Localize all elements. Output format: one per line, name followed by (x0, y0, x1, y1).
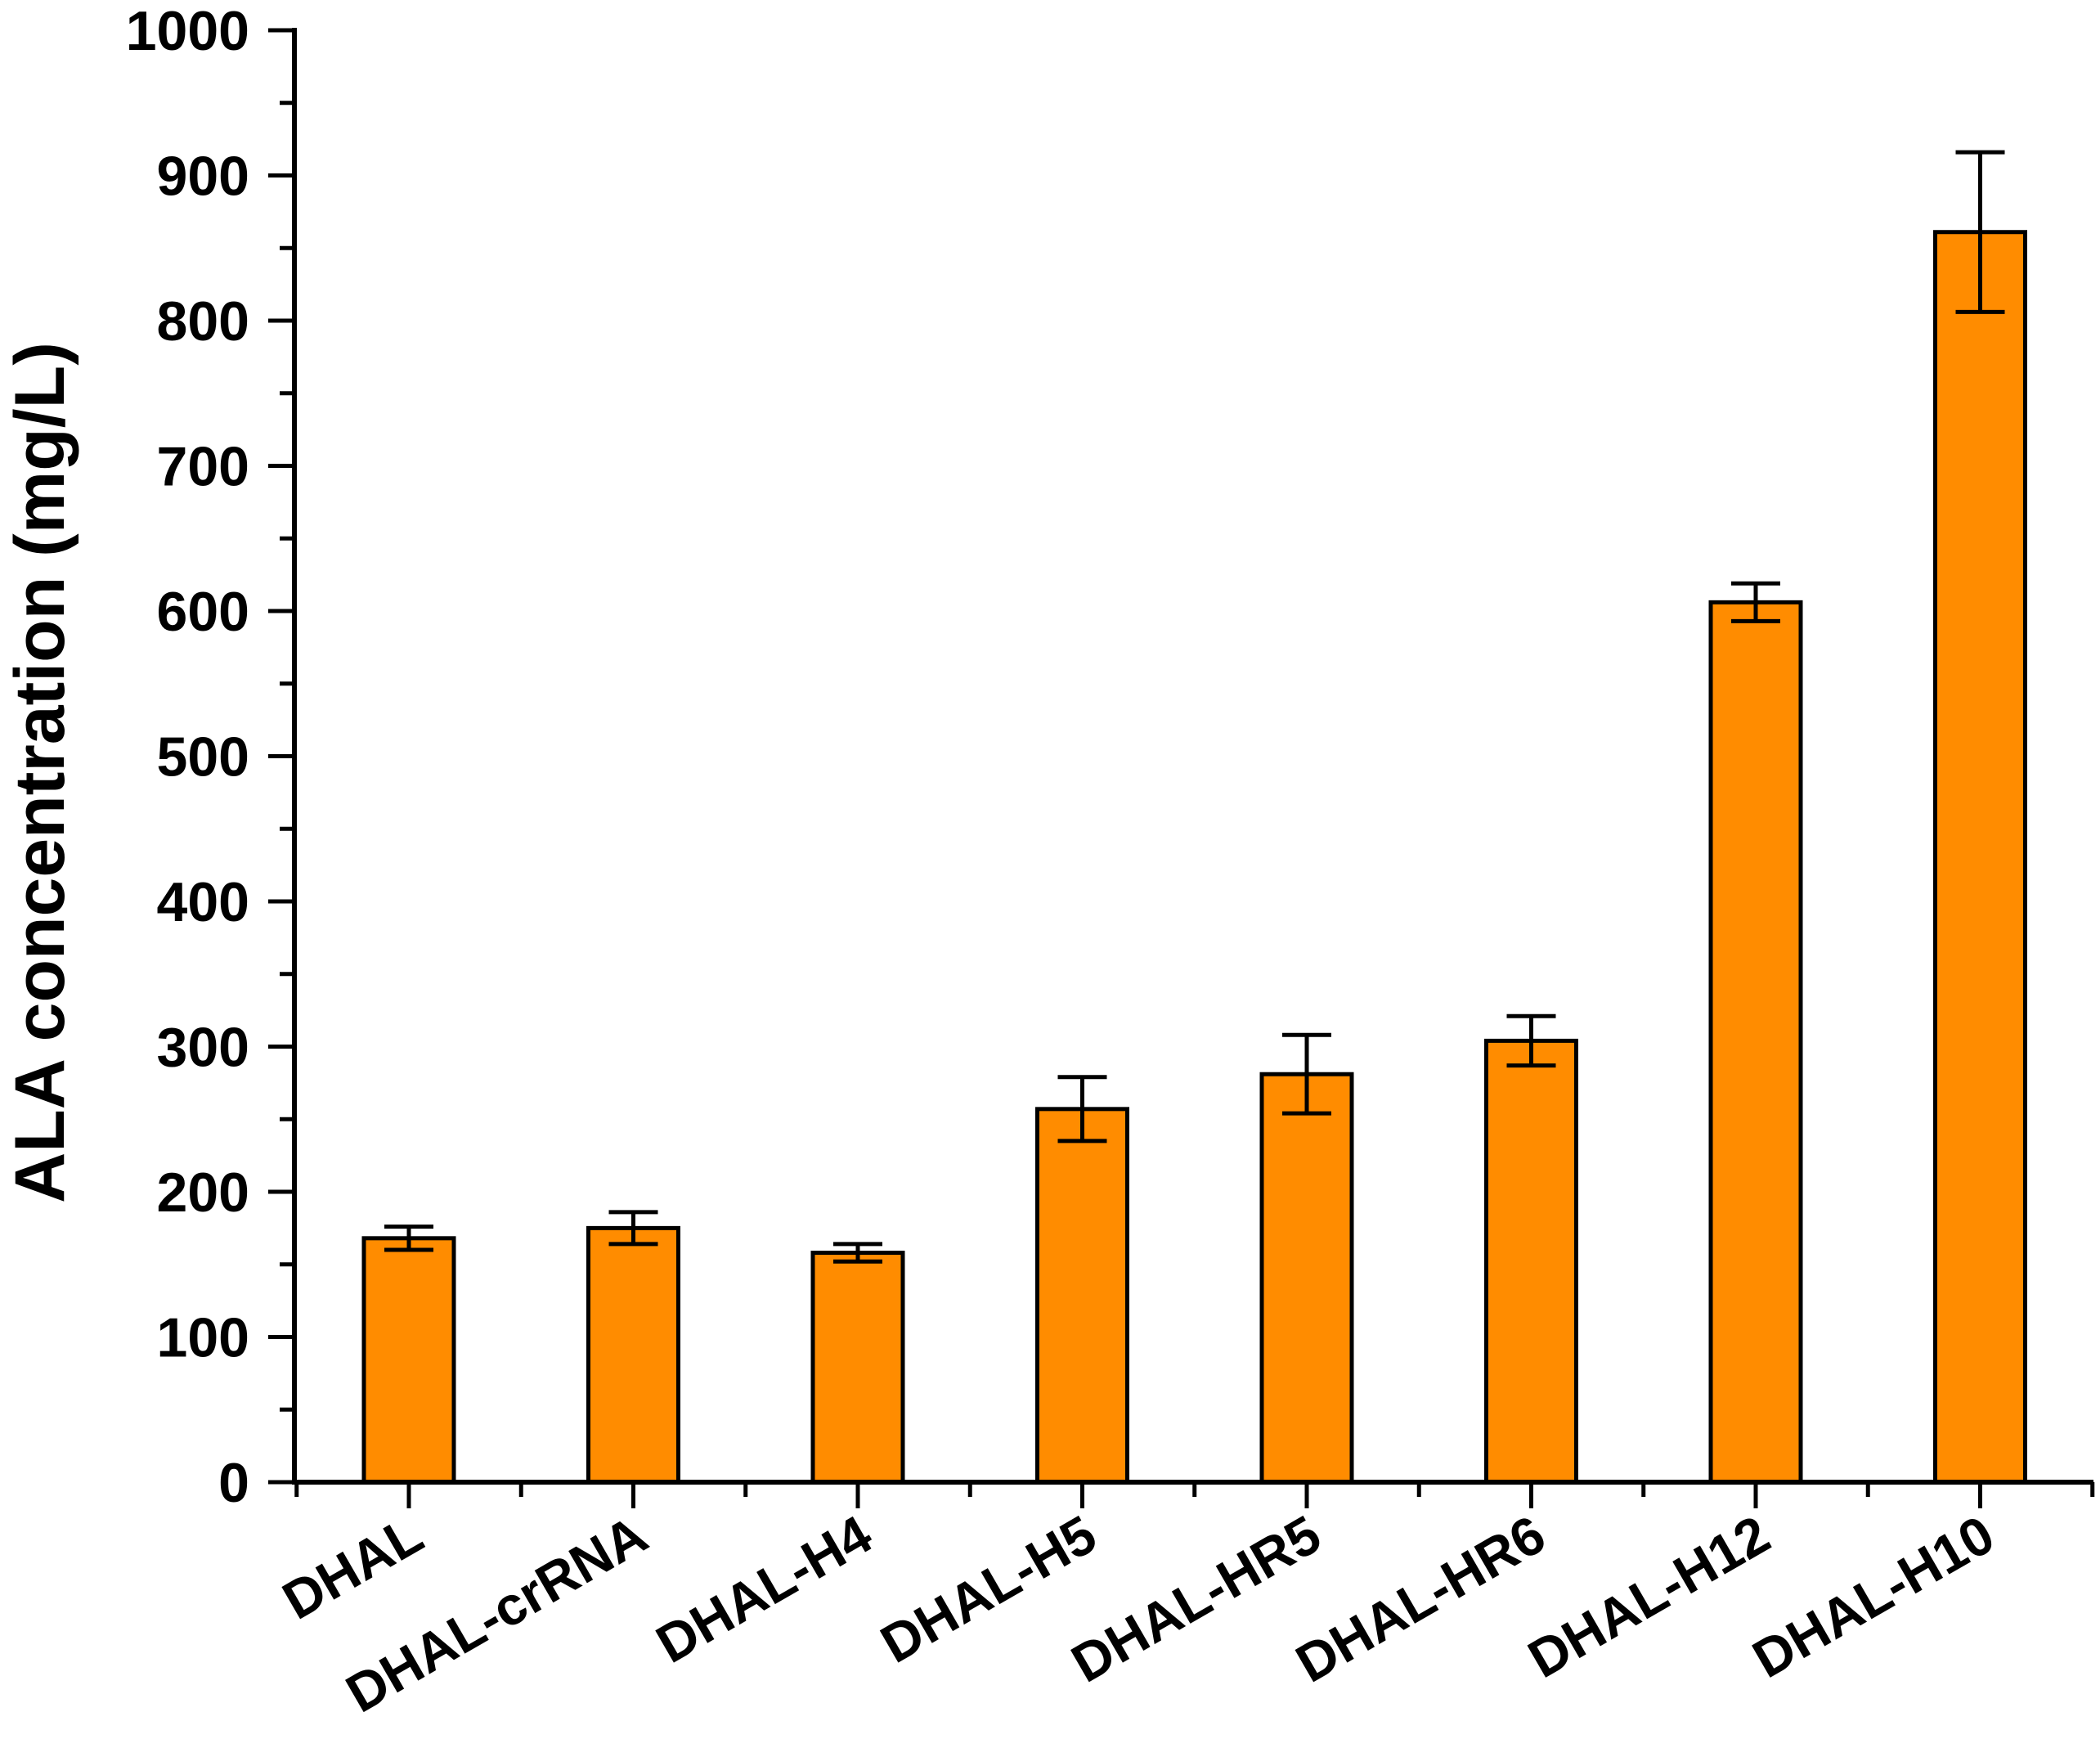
y-tick-label: 800 (157, 290, 249, 353)
axes-layer (268, 28, 2095, 1508)
x-tick-label: DHAL-HR5 (1061, 1503, 1330, 1694)
bar-dhal-crrna (586, 1225, 680, 1485)
x-tick-label: DHAL-H4 (646, 1503, 882, 1674)
error-bar-dhal-hr5 (1282, 1032, 1331, 1116)
error-bar-dhal-h4 (833, 1242, 882, 1264)
y-tick-label: 500 (157, 726, 249, 789)
bar-dhal-hr5 (1259, 1072, 1354, 1485)
y-tick-label: 700 (157, 436, 249, 498)
y-tick-label: 900 (157, 146, 249, 208)
y-tick-label: 100 (157, 1307, 249, 1369)
error-bar-dhal-h5 (1057, 1075, 1107, 1144)
error-bar-dhal (384, 1224, 433, 1252)
y-tick-labels: 0 100 200 300 400 500 600 700 800 900 1000 (126, 0, 249, 1514)
error-bar-dhal-crrna (608, 1210, 658, 1247)
y-tick-label: 200 (157, 1162, 249, 1224)
x-tick-label: DHAL (272, 1503, 433, 1631)
bar-dhal-h4 (810, 1251, 905, 1485)
x-tick-labels: DHALDHAL-crRNADHAL-H4DHAL-H5DHAL-HR5DHAL… (272, 1503, 2004, 1724)
error-bar-dhal-h12 (1731, 581, 1780, 623)
error-bar-dhal-h10 (1955, 150, 2005, 314)
bar-dhal-hr6 (1484, 1038, 1578, 1485)
y-tick-label: 400 (157, 871, 249, 933)
y-tick-label: 300 (157, 1017, 249, 1079)
error-bars-layer (384, 150, 2005, 1264)
x-tick-label: DHAL-H10 (1743, 1503, 2004, 1689)
x-tick-label: DHAL-H12 (1518, 1503, 1779, 1689)
y-tick-label: 1000 (126, 0, 249, 62)
bar-dhal-h12 (1708, 600, 1803, 1485)
bar-dhal-h5 (1035, 1107, 1129, 1485)
y-axis-title: ALA concentration (mg/L) (1, 342, 79, 1203)
y-tick-label: 0 (218, 1452, 249, 1514)
y-tick-label: 600 (157, 581, 249, 643)
bar-dhal-h10 (1933, 230, 2027, 1485)
error-bar-dhal-hr6 (1506, 1013, 1556, 1068)
bar-dhal (361, 1236, 456, 1485)
x-tick-label: DHAL-HR6 (1286, 1503, 1555, 1694)
bars-layer (361, 230, 2027, 1485)
